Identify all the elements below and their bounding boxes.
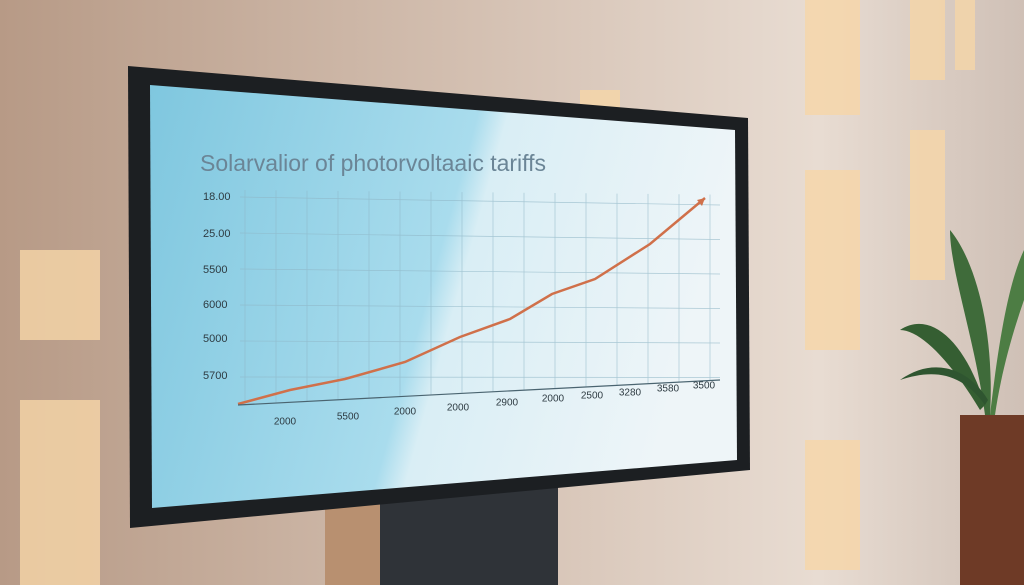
grid-line xyxy=(239,232,721,240)
stand-shadow xyxy=(325,500,380,585)
grid-line xyxy=(239,196,721,206)
plant-leaf xyxy=(900,323,985,410)
plant-leaf xyxy=(900,367,988,405)
grid-line xyxy=(239,304,721,309)
x-tick-label: 3580 xyxy=(657,384,680,395)
y-tick-label: 25.00 xyxy=(203,228,231,240)
x-tick-label: 2000 xyxy=(542,394,565,405)
y-tick-label: 5700 xyxy=(203,370,227,382)
x-tick-label: 2900 xyxy=(496,398,519,409)
plant-leaf xyxy=(950,230,991,415)
y-tick-label: 5500 xyxy=(203,264,227,276)
plant-leaf xyxy=(990,250,1024,415)
grid-line xyxy=(239,268,721,275)
chart-title: Solarvalior of photorvoltaaic tariffs xyxy=(200,150,546,176)
plant-pot xyxy=(960,415,1024,585)
x-tick-label: 5500 xyxy=(337,412,360,423)
x-tick-label: 2000 xyxy=(274,417,297,428)
y-tick-label: 5000 xyxy=(203,333,227,345)
x-tick-label: 3500 xyxy=(693,381,716,392)
grid-line xyxy=(239,376,721,378)
plant xyxy=(900,230,1024,585)
screen xyxy=(150,85,737,508)
y-tick-label: 6000 xyxy=(203,299,227,311)
y-tick-label: 18.00 xyxy=(203,191,231,203)
grid-line xyxy=(239,340,721,344)
x-tick-label: 2000 xyxy=(394,407,417,418)
x-tick-label: 3280 xyxy=(619,388,642,399)
x-axis xyxy=(237,379,721,406)
arrow-head xyxy=(697,198,705,206)
x-tick-label: 2000 xyxy=(447,403,470,414)
trend-line xyxy=(237,197,706,406)
grid xyxy=(239,190,721,404)
x-tick-label: 2500 xyxy=(581,391,604,402)
sunlight xyxy=(20,0,975,585)
